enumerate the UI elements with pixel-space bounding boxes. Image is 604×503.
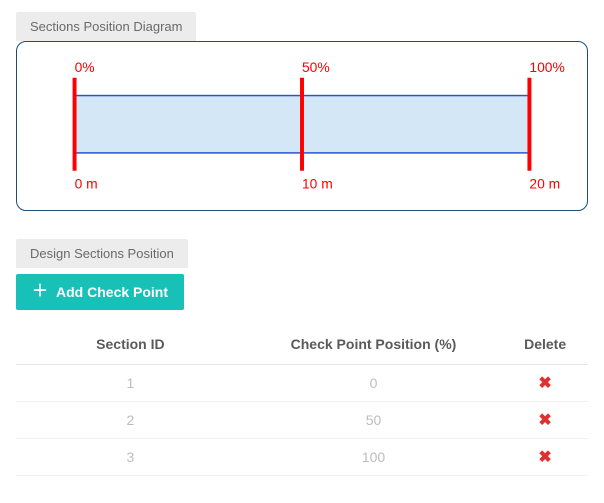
- design-sections-tab: Design Sections Position: [16, 239, 188, 268]
- col-header-position: Check Point Position (%): [245, 324, 502, 365]
- svg-text:0 m: 0 m: [75, 176, 98, 192]
- sections-diagram: 0% 0 m 50% 10 m 100% 20 m: [35, 56, 569, 198]
- diagram-tab: Sections Position Diagram: [16, 12, 196, 41]
- delete-row-button[interactable]: ✖: [502, 402, 588, 439]
- cell-section-id: 2: [16, 402, 245, 439]
- col-header-delete: Delete: [502, 324, 588, 365]
- add-check-point-label: Add Check Point: [56, 284, 168, 300]
- delete-row-button[interactable]: ✖: [502, 439, 588, 476]
- table-row: 3100✖: [16, 439, 588, 476]
- cell-position: 100: [245, 439, 502, 476]
- svg-text:20 m: 20 m: [529, 176, 560, 192]
- diagram-card: 0% 0 m 50% 10 m 100% 20 m: [16, 41, 588, 211]
- cell-position: 0: [245, 365, 502, 402]
- add-check-point-button[interactable]: ＋ Add Check Point: [16, 274, 184, 310]
- plus-icon: ＋: [32, 284, 48, 300]
- cell-section-id: 3: [16, 439, 245, 476]
- svg-text:10 m: 10 m: [302, 176, 333, 192]
- col-header-section-id: Section ID: [16, 324, 245, 365]
- cell-section-id: 1: [16, 365, 245, 402]
- table-row: 250✖: [16, 402, 588, 439]
- svg-text:50%: 50%: [302, 59, 330, 75]
- table-row: 10✖: [16, 365, 588, 402]
- svg-text:100%: 100%: [529, 59, 564, 75]
- sections-table: Section ID Check Point Position (%) Dele…: [16, 324, 588, 476]
- svg-text:0%: 0%: [75, 59, 95, 75]
- cell-position: 50: [245, 402, 502, 439]
- delete-row-button[interactable]: ✖: [502, 365, 588, 402]
